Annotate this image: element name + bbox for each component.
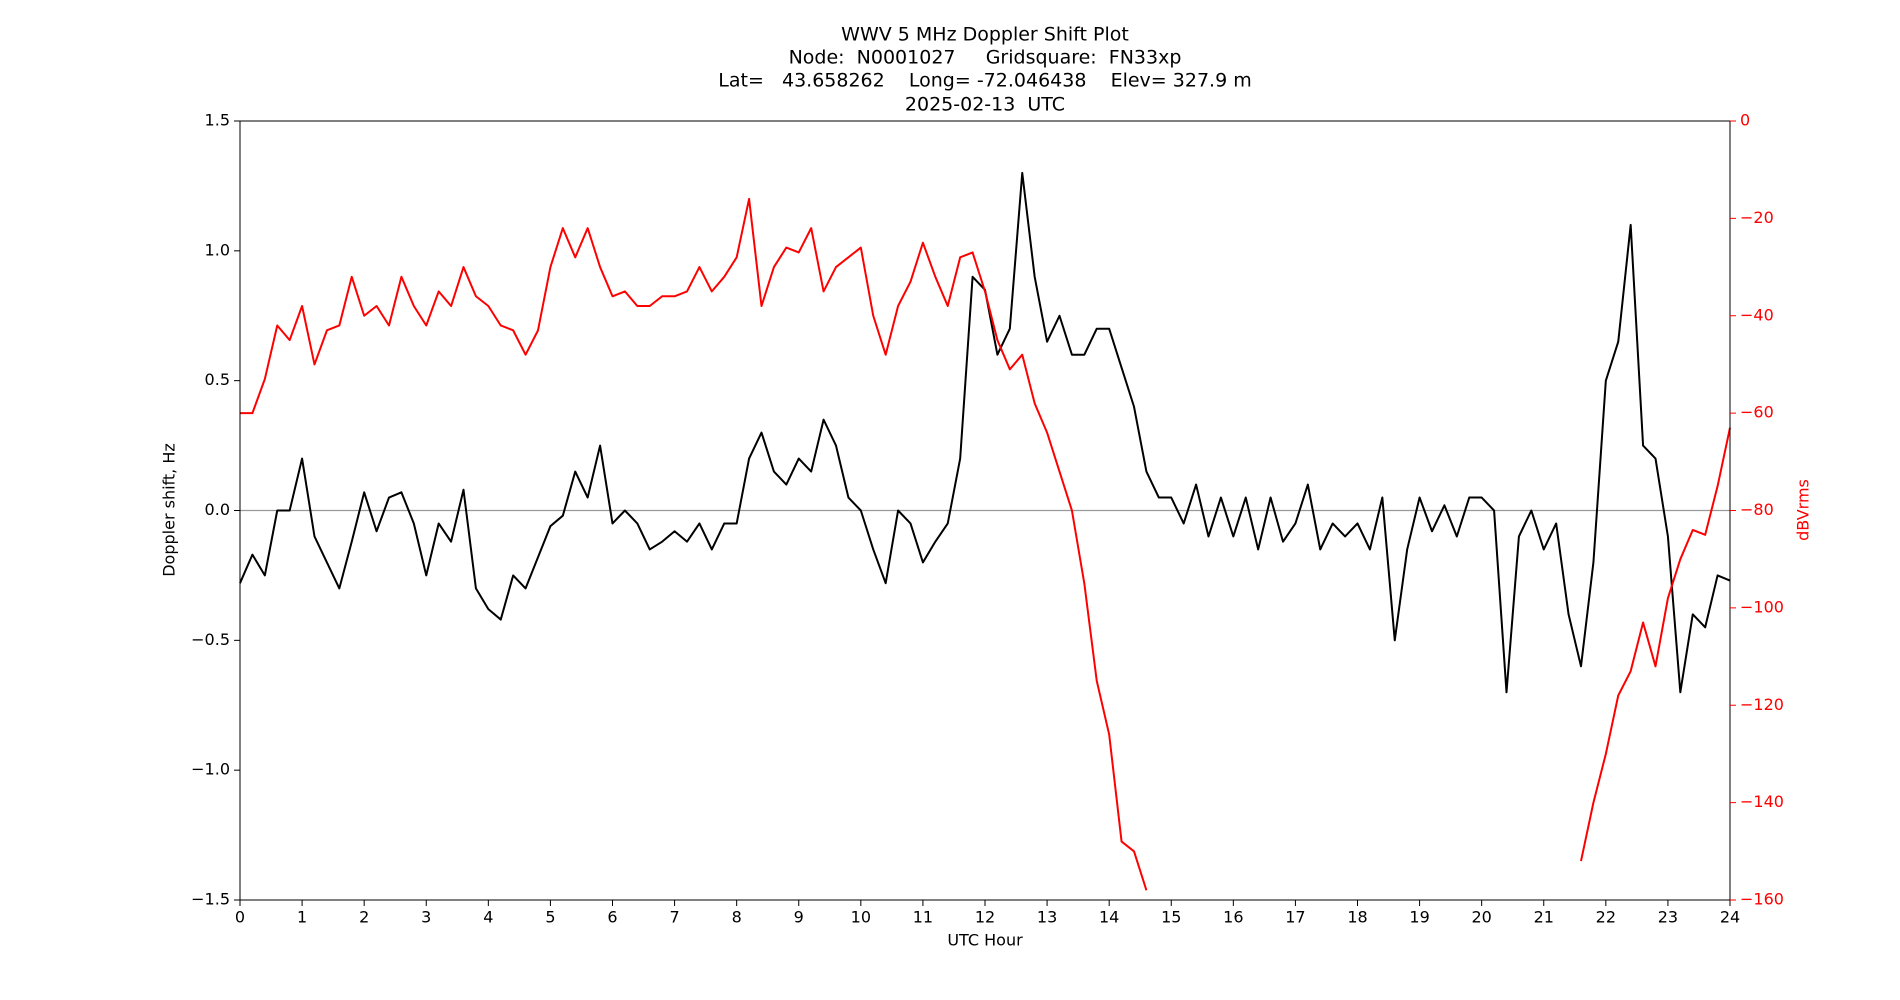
x-tick-label: 20 xyxy=(1471,908,1491,927)
y-tick-label: 1.0 xyxy=(205,240,230,259)
x-tick-label: 9 xyxy=(794,908,804,927)
chart-title: 2025-02-13 UTC xyxy=(905,94,1065,116)
x-tick-label: 11 xyxy=(913,908,933,927)
y2-tick-label: −80 xyxy=(1740,500,1774,519)
y-tick-label: 1.5 xyxy=(205,111,230,130)
x-tick-label: 14 xyxy=(1099,908,1119,927)
x-tick-label: 15 xyxy=(1161,908,1181,927)
x-tick-label: 1 xyxy=(297,908,307,927)
x-tick-label: 22 xyxy=(1596,908,1616,927)
y2-tick-label: −100 xyxy=(1740,597,1784,616)
x-tick-label: 13 xyxy=(1037,908,1057,927)
y2-tick-label: 0 xyxy=(1740,111,1750,130)
y2-tick-label: −140 xyxy=(1740,792,1784,811)
y2-tick-label: −120 xyxy=(1740,695,1784,714)
x-tick-label: 4 xyxy=(483,908,493,927)
y2-tick-label: −20 xyxy=(1740,208,1774,227)
y-tick-label: −0.5 xyxy=(191,630,230,649)
y2-axis-label: dBVrms xyxy=(1794,479,1813,541)
y2-tick-label: −160 xyxy=(1740,890,1784,909)
x-tick-label: 12 xyxy=(975,908,995,927)
y-tick-label: −1.0 xyxy=(191,760,230,779)
data-line xyxy=(239,171,1731,694)
y-axis-label: Doppler shift, Hz xyxy=(160,443,179,577)
y2-tick-label: −40 xyxy=(1740,305,1774,324)
x-tick-label: 19 xyxy=(1409,908,1429,927)
y-tick-label: −1.5 xyxy=(191,890,230,909)
x-tick-label: 17 xyxy=(1285,908,1305,927)
data-line xyxy=(240,197,1731,891)
x-tick-label: 2 xyxy=(359,908,369,927)
x-tick-label: 3 xyxy=(421,908,431,927)
x-tick-label: 10 xyxy=(851,908,871,927)
x-axis-label: UTC Hour xyxy=(947,931,1023,950)
y-tick-label: 0.0 xyxy=(205,500,230,519)
y2-tick-label: −60 xyxy=(1740,403,1774,422)
x-tick-label: 6 xyxy=(607,908,617,927)
x-tick-label: 23 xyxy=(1658,908,1678,927)
x-tick-label: 18 xyxy=(1347,908,1367,927)
x-tick-label: 16 xyxy=(1223,908,1243,927)
x-tick-label: 24 xyxy=(1720,908,1740,927)
x-tick-label: 5 xyxy=(545,908,555,927)
chart-title: WWV 5 MHz Doppler Shift Plot xyxy=(841,24,1129,46)
x-tick-label: 7 xyxy=(669,908,679,927)
x-tick-label: 8 xyxy=(732,908,742,927)
x-tick-label: 21 xyxy=(1534,908,1554,927)
y-tick-label: 0.5 xyxy=(205,370,230,389)
chart-title: Lat= 43.658262 Long= -72.046438 Elev= 32… xyxy=(718,70,1251,92)
chart-title: Node: N0001027 Gridsquare: FN33xp xyxy=(789,47,1182,69)
x-tick-label: 0 xyxy=(235,908,245,927)
